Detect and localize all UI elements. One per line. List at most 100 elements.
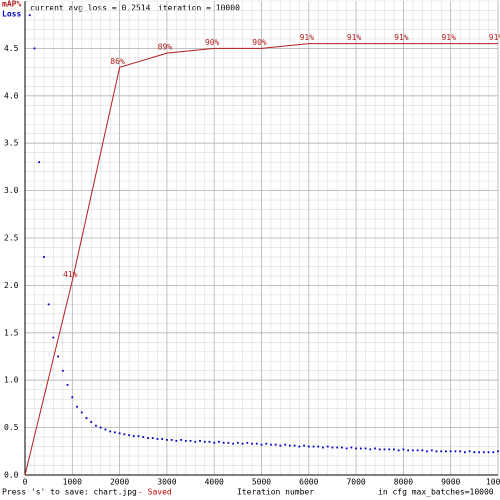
loss-point — [355, 447, 357, 450]
loss-point — [189, 439, 192, 442]
loss-point — [336, 446, 339, 449]
y-tick-label: 4.5 — [4, 44, 19, 53]
loss-point — [359, 447, 362, 450]
loss-point — [38, 161, 41, 164]
loss-point — [175, 439, 178, 442]
y-tick-label: 0.0 — [4, 471, 19, 480]
loss-point — [184, 439, 187, 442]
loss-point — [459, 450, 462, 453]
loss-point — [426, 450, 428, 453]
loss-point — [307, 445, 310, 448]
loss-point — [364, 447, 367, 450]
loss-point — [478, 451, 480, 454]
loss-point — [241, 442, 244, 445]
loss-point — [303, 444, 305, 447]
loss-point — [454, 450, 457, 453]
loss-point — [28, 14, 31, 17]
loss-point — [487, 451, 490, 454]
loss-point — [293, 444, 296, 447]
map-value-label: 90% — [205, 38, 220, 47]
loss-point — [123, 433, 126, 436]
x-tick-label: 9000 — [441, 478, 460, 487]
loss-point — [57, 355, 60, 358]
map-value-label: 90% — [252, 38, 267, 47]
loss-point — [492, 451, 495, 454]
footer-save: Press 's' to save: chart.jpg — [2, 488, 137, 497]
x-tick-label: 7000 — [346, 478, 365, 487]
loss-point — [265, 442, 268, 445]
loss-point — [312, 445, 315, 448]
map-value-label: 91% — [394, 33, 409, 42]
x-tick-label: 6000 — [299, 478, 318, 487]
loss-point — [99, 426, 102, 429]
map-value-label: 91% — [441, 33, 456, 42]
loss-point — [33, 47, 36, 50]
x-tick-label: 8000 — [394, 478, 413, 487]
loss-point — [407, 449, 410, 452]
loss-point — [270, 443, 272, 446]
loss-point — [236, 441, 239, 444]
loss-point — [246, 441, 249, 444]
loss-point — [255, 442, 258, 445]
loss-point — [279, 444, 282, 447]
x-tick-label: 10000 — [486, 478, 500, 487]
loss-point — [113, 431, 116, 434]
loss-point — [251, 442, 253, 445]
footer-saved: - Saved — [138, 488, 172, 497]
x-tick-label: 1000 — [63, 478, 82, 487]
loss-point — [47, 303, 50, 306]
loss-point — [208, 440, 211, 443]
loss-point — [232, 442, 235, 445]
loss-point — [473, 451, 476, 454]
x-tick-label: 5000 — [252, 478, 271, 487]
y-tick-label: 2.0 — [4, 281, 19, 290]
y-tick-label: 2.5 — [4, 234, 19, 243]
loss-point — [104, 428, 107, 431]
loss-point — [109, 430, 112, 433]
loss-point — [402, 448, 405, 451]
y-tick-label: 0.5 — [4, 423, 19, 432]
loss-point — [378, 448, 381, 451]
loss-point — [322, 446, 324, 449]
map-value-label: 41% — [63, 270, 78, 279]
loss-point — [95, 424, 97, 427]
map-value-label: 91% — [489, 33, 500, 42]
loss-point — [218, 440, 220, 443]
loss-point — [383, 448, 386, 451]
loss-point — [369, 448, 372, 451]
map-value-label: 89% — [158, 43, 173, 52]
loss-point — [80, 411, 83, 414]
loss-point — [430, 449, 433, 452]
loss-point — [463, 451, 466, 454]
loss-point — [341, 446, 343, 449]
map-value-label: 91% — [347, 33, 362, 42]
loss-point — [52, 336, 55, 339]
loss-point — [156, 438, 159, 440]
loss-point — [227, 441, 230, 444]
loss-point — [90, 421, 93, 423]
y-tick-label: 3.0 — [4, 186, 19, 195]
loss-point — [260, 443, 263, 446]
x-tick-label: 2000 — [110, 478, 129, 487]
loss-point — [482, 451, 485, 454]
map-value-label: 91% — [300, 33, 315, 42]
loss-point — [147, 437, 149, 439]
loss-point — [331, 446, 334, 449]
loss-point — [151, 437, 154, 439]
loss-point — [128, 434, 130, 437]
loss-point — [411, 449, 414, 452]
map-value-label: 86% — [110, 57, 125, 66]
loss-point — [199, 439, 201, 442]
loss-point — [350, 446, 353, 449]
loss-point — [137, 435, 140, 438]
loss-point — [397, 449, 400, 452]
loss-point — [274, 443, 277, 446]
y-tick-label: 1.0 — [4, 376, 19, 385]
loss-point — [326, 445, 329, 448]
loss-point — [170, 439, 173, 441]
loss-point — [288, 444, 291, 447]
y-tick-label: 3.5 — [4, 139, 19, 148]
y-tick-label: 4.0 — [4, 91, 19, 100]
loss-point — [161, 438, 164, 440]
